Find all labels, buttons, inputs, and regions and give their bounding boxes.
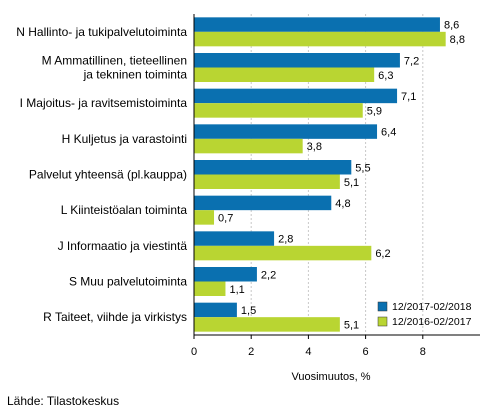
- bar: [194, 267, 257, 282]
- x-axis-title: Vuosimuutos, %: [291, 371, 370, 383]
- bar: [194, 195, 332, 211]
- bar: [194, 67, 375, 82]
- legend-swatch-series-1: [377, 301, 388, 312]
- x-tick-label: 0: [191, 346, 197, 358]
- legend-swatch-series-2: [377, 316, 388, 327]
- bar: [194, 245, 372, 261]
- bar: [194, 174, 340, 189]
- bar: [194, 231, 275, 246]
- category-label: H Kuljetus ja varastointi: [62, 132, 187, 146]
- value-label: 7,1: [401, 91, 416, 103]
- value-label: 3,8: [307, 141, 322, 153]
- bar: [194, 88, 398, 104]
- category-label: L Kiinteistöalan toiminta: [61, 203, 188, 217]
- x-tick-label: 4: [305, 346, 311, 358]
- value-label: 0,7: [218, 212, 233, 224]
- bar: [194, 160, 352, 175]
- value-label: 8,6: [444, 20, 459, 32]
- value-label: 4,8: [335, 198, 350, 210]
- value-label: 2,2: [261, 269, 276, 281]
- value-labels: 8,6 8,8 7,2 6,3 7,1 5,9 6,4 3,8 5,5 5,1 4,8 0,7 2,8 6…: [218, 20, 465, 332]
- bars: [194, 17, 446, 332]
- value-label: 5,5: [355, 162, 370, 174]
- value-label: 5,1: [344, 319, 359, 331]
- x-tick-labels: 0 2 4 6 8: [191, 335, 426, 358]
- value-label: 1,5: [241, 305, 256, 317]
- legend-label-series-2: 12/2016-02/2017: [392, 316, 472, 328]
- x-tick-label: 2: [248, 346, 254, 358]
- value-label: 5,1: [344, 177, 359, 189]
- legend-label-series-1: 12/2017-02/2018: [392, 301, 472, 313]
- category-label: N Hallinto- ja tukipalvelutoiminta: [16, 25, 187, 39]
- bar: [194, 124, 378, 139]
- x-tick-label: 8: [420, 346, 426, 358]
- category-label: J Informaatio ja viestintä: [58, 239, 188, 253]
- value-label: 1,1: [229, 284, 244, 296]
- category-label: R Taiteet, viihde ja virkistys: [43, 310, 187, 324]
- legend: 12/2017-02/2018 12/2016-02/2017: [377, 301, 472, 328]
- bar: [194, 17, 440, 32]
- source-note: Lähde: Tilastokeskus: [7, 394, 119, 408]
- bar: [194, 138, 303, 154]
- category-label: S Muu palvelutoiminta: [69, 275, 187, 289]
- value-label: 2,8: [278, 234, 293, 246]
- value-label: 6,3: [378, 70, 393, 82]
- bar: [194, 31, 446, 47]
- bar: [194, 53, 400, 68]
- value-label: 6,4: [381, 127, 396, 139]
- value-label: 5,9: [367, 105, 382, 117]
- bar: [194, 103, 363, 118]
- bar: [194, 302, 237, 318]
- value-label: 7,2: [404, 55, 419, 67]
- value-label: 8,8: [450, 34, 465, 46]
- category-label: Palvelut yhteensä (pl.kauppa): [29, 168, 187, 182]
- bar: [194, 317, 340, 332]
- bar: [194, 210, 215, 225]
- category-label: M Ammatillinen, tieteellinen: [42, 54, 187, 68]
- category-label: I Majoitus- ja ravitsemistoiminta: [20, 96, 188, 110]
- category-label: ja tekninen toiminta: [83, 68, 188, 82]
- bar: [194, 281, 226, 296]
- category-labels: N Hallinto- ja tukipalvelutoiminta M Amma…: [16, 25, 187, 324]
- x-tick-label: 6: [363, 346, 369, 358]
- value-label: 6,2: [375, 248, 390, 260]
